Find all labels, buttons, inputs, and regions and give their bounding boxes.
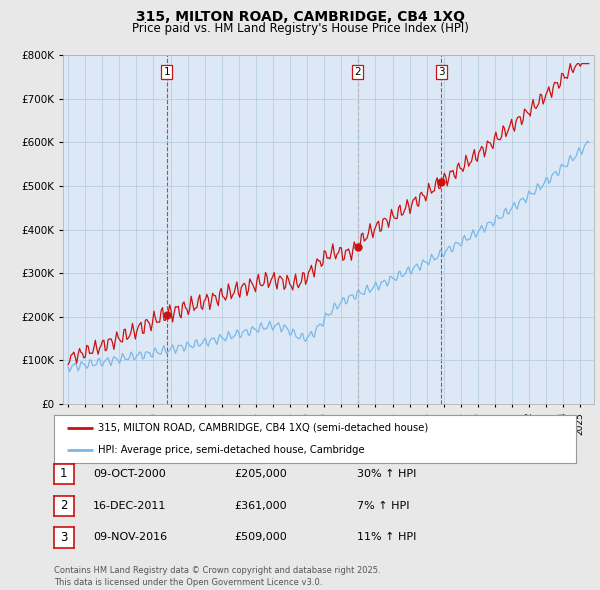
- Text: 7% ↑ HPI: 7% ↑ HPI: [357, 501, 409, 510]
- Text: 09-NOV-2016: 09-NOV-2016: [93, 533, 167, 542]
- Text: 315, MILTON ROAD, CAMBRIDGE, CB4 1XQ (semi-detached house): 315, MILTON ROAD, CAMBRIDGE, CB4 1XQ (se…: [98, 423, 428, 433]
- Text: 09-OCT-2000: 09-OCT-2000: [93, 469, 166, 478]
- Text: 11% ↑ HPI: 11% ↑ HPI: [357, 533, 416, 542]
- Text: Contains HM Land Registry data © Crown copyright and database right 2025.
This d: Contains HM Land Registry data © Crown c…: [54, 566, 380, 587]
- Text: 2: 2: [60, 499, 68, 512]
- Text: 3: 3: [60, 531, 68, 544]
- Text: £509,000: £509,000: [234, 533, 287, 542]
- Text: 1: 1: [163, 67, 170, 77]
- Text: 16-DEC-2011: 16-DEC-2011: [93, 501, 166, 510]
- Text: 2: 2: [355, 67, 361, 77]
- Text: 1: 1: [60, 467, 68, 480]
- Text: 3: 3: [438, 67, 445, 77]
- Text: 315, MILTON ROAD, CAMBRIDGE, CB4 1XQ: 315, MILTON ROAD, CAMBRIDGE, CB4 1XQ: [136, 10, 464, 24]
- Text: HPI: Average price, semi-detached house, Cambridge: HPI: Average price, semi-detached house,…: [98, 445, 365, 455]
- Text: £361,000: £361,000: [234, 501, 287, 510]
- Text: Price paid vs. HM Land Registry's House Price Index (HPI): Price paid vs. HM Land Registry's House …: [131, 22, 469, 35]
- Text: £205,000: £205,000: [234, 469, 287, 478]
- Text: 30% ↑ HPI: 30% ↑ HPI: [357, 469, 416, 478]
